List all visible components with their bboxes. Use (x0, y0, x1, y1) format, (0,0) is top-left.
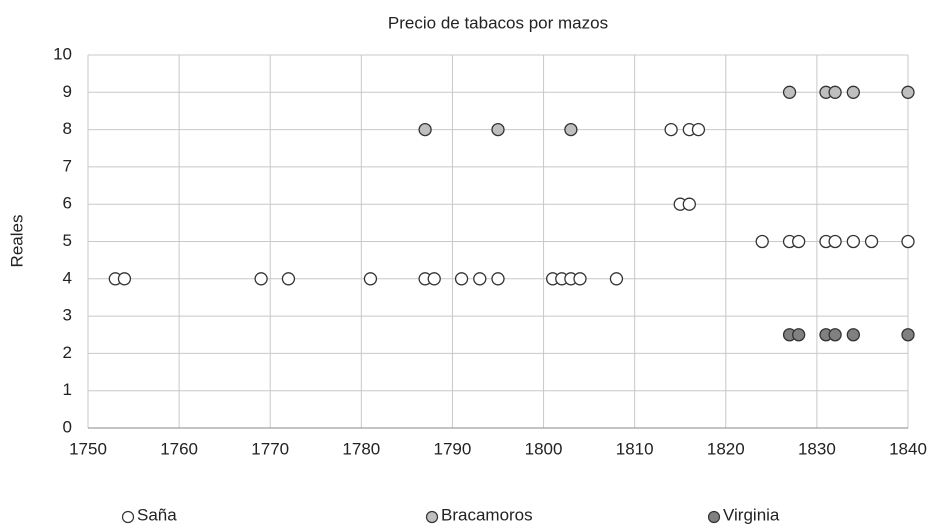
chart-title: Precio de tabacos por mazos (388, 13, 608, 32)
point (664, 122, 678, 137)
x-tick-label: 1820 (707, 439, 745, 458)
point (901, 234, 915, 249)
y-tick-label: 0 (63, 417, 72, 436)
point (427, 272, 441, 286)
point (828, 85, 842, 99)
y-tick-label: 5 (63, 231, 72, 250)
point (254, 272, 268, 286)
point (846, 328, 860, 342)
y-tick-label: 4 (63, 268, 72, 287)
point (828, 234, 842, 249)
point (281, 272, 296, 286)
point (792, 234, 806, 249)
point (901, 85, 915, 99)
y-tick-label: 3 (63, 306, 72, 325)
point (792, 328, 806, 342)
y-tick-label: 8 (63, 119, 72, 138)
y-tick-label: 6 (63, 194, 72, 213)
x-tick-label: 1810 (616, 439, 654, 458)
legend-marker (707, 510, 721, 524)
point (117, 272, 132, 286)
y-tick-label: 2 (63, 343, 72, 362)
x-tick-label: 1790 (434, 439, 472, 458)
point (454, 272, 469, 286)
x-tick-label: 1770 (251, 439, 289, 458)
point (846, 234, 860, 249)
point (901, 328, 915, 342)
point (828, 328, 842, 342)
x-tick-label: 1760 (160, 439, 198, 458)
y-tick-label: 10 (53, 44, 72, 63)
x-tick-label: 1800 (525, 439, 563, 458)
point (473, 272, 487, 286)
point (782, 85, 797, 99)
x-tick-label: 1840 (889, 439, 927, 458)
y-tick-label: 7 (63, 156, 72, 175)
legend-marker (425, 510, 439, 524)
point (363, 272, 378, 286)
point (573, 272, 587, 286)
point (418, 122, 432, 137)
y-tick-label: 9 (63, 82, 72, 101)
point (691, 122, 706, 137)
point (755, 234, 769, 249)
x-tick-label: 1830 (798, 439, 836, 458)
point (864, 234, 879, 249)
point (491, 272, 505, 286)
y-axis-label: Reales (7, 215, 26, 268)
legend-label: Virginia (723, 505, 780, 524)
x-tick-label: 1750 (69, 439, 107, 458)
point (846, 85, 860, 99)
legend-marker (121, 510, 135, 524)
point (609, 272, 624, 286)
legend-label: Bracamoros (441, 505, 533, 524)
point (564, 122, 578, 137)
point (491, 122, 505, 137)
legend-label: Saña (137, 505, 177, 524)
x-tick-label: 1780 (342, 439, 380, 458)
point (682, 197, 696, 211)
y-tick-label: 1 (63, 380, 72, 399)
